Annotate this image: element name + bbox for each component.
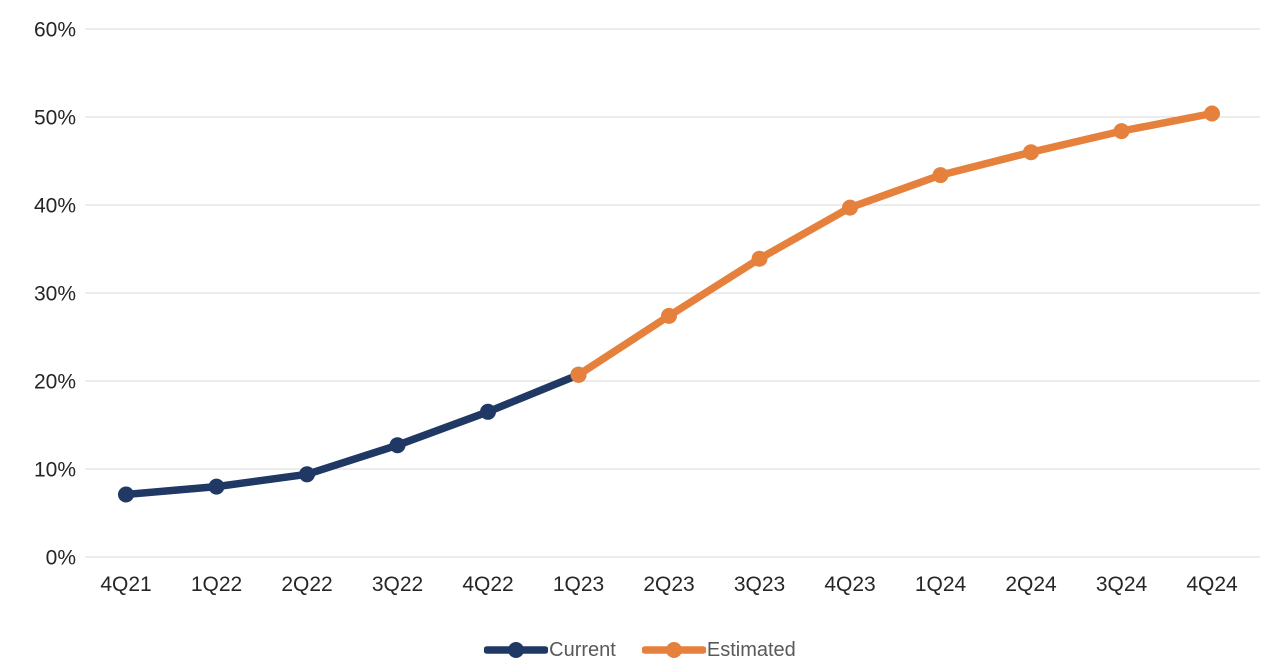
series-estimated-line	[574, 109, 1216, 379]
x-tick-label: 2Q23	[643, 573, 694, 596]
series-estimated-marker	[1023, 144, 1039, 161]
x-tick-label: 4Q21	[100, 573, 151, 596]
x-tick-label: 4Q23	[824, 573, 875, 596]
y-tick-label: 60%	[34, 19, 76, 42]
x-tick-label: 2Q22	[281, 573, 332, 596]
legend-label-current: Current	[549, 639, 616, 661]
series-estimated-marker	[570, 366, 587, 383]
y-tick-label: 20%	[34, 371, 76, 394]
legend-item-estimated: Estimated	[641, 639, 796, 661]
y-tick-label: 10%	[34, 459, 76, 482]
series-current-marker	[118, 486, 134, 503]
chart-legend: Current Estimated	[0, 640, 1280, 660]
x-tick-label: 3Q24	[1096, 573, 1148, 596]
legend-item-current: Current	[484, 640, 616, 660]
legend-label-estimated: Estimated	[706, 639, 796, 661]
series-current-marker	[299, 466, 315, 483]
series-current-line	[122, 371, 583, 499]
y-tick-label: 30%	[34, 283, 76, 306]
x-tick-label: 2Q24	[1005, 573, 1057, 596]
series-estimated-marker	[751, 250, 768, 267]
x-tick-label: 4Q24	[1186, 573, 1238, 596]
series-current-marker	[389, 437, 406, 454]
x-tick-label: 1Q22	[191, 573, 242, 596]
x-tick-label: 3Q22	[372, 573, 423, 596]
x-tick-label: 1Q23	[553, 573, 604, 596]
x-tick-label: 1Q24	[915, 573, 967, 596]
series-estimated-marker	[842, 199, 858, 216]
series-current-marker	[208, 478, 225, 495]
series-estimated-marker	[932, 167, 949, 184]
y-tick-label: 40%	[34, 195, 76, 218]
legend-swatch-estimated-line-marker	[641, 642, 706, 658]
legend-swatch-current-line-marker	[484, 642, 549, 658]
series-current-marker	[480, 403, 496, 420]
x-tick-label: 4Q22	[462, 573, 513, 596]
x-tick-label: 3Q23	[734, 573, 785, 596]
series-estimated-marker	[1204, 105, 1220, 122]
series-estimated-marker	[1113, 123, 1130, 140]
y-tick-label: 0%	[46, 547, 76, 570]
series-estimated-marker	[661, 307, 677, 324]
y-tick-label: 50%	[34, 107, 76, 130]
